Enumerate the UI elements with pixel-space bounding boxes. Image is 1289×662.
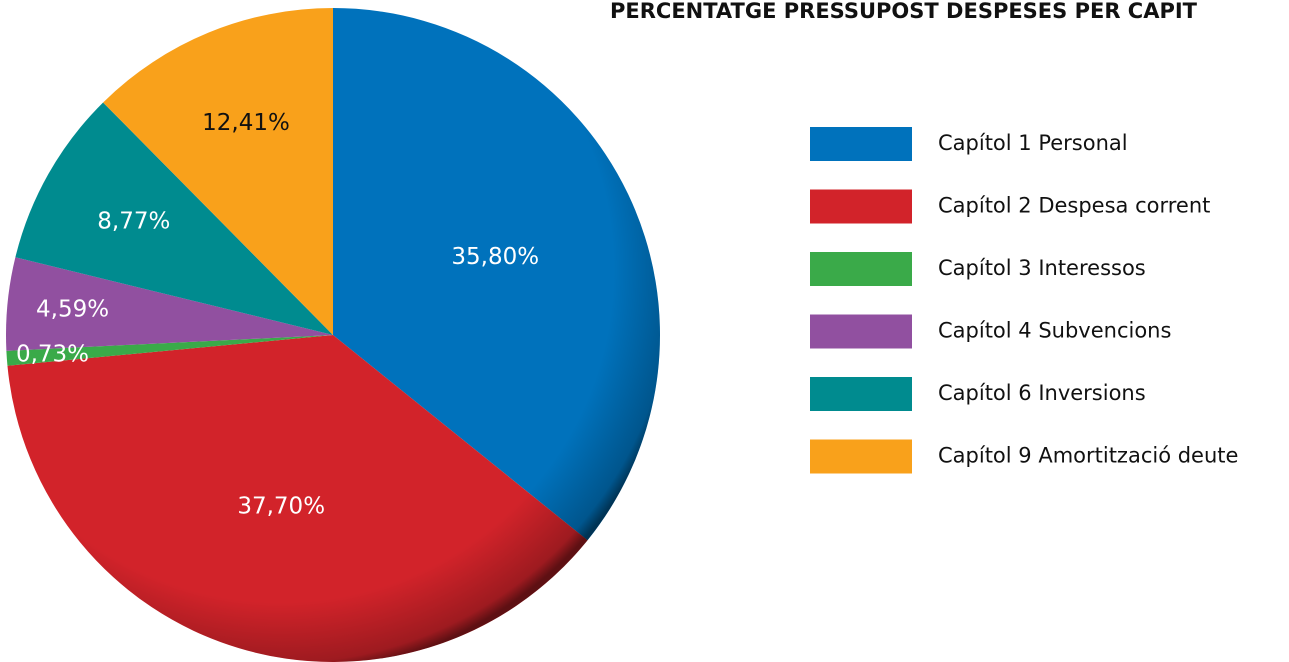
legend-text: Capítol 1 Personal [938, 131, 1128, 155]
legend-swatch [810, 314, 912, 349]
legend-swatch [810, 439, 912, 474]
legend-swatch [810, 189, 912, 224]
value-label: 12,41% [202, 110, 290, 136]
value-label: 35,80% [451, 244, 539, 270]
chart-title: PERCENTATGE PRESSUPOST DESPESES PER CAPI… [610, 0, 1198, 23]
value-label: 4,59% [36, 296, 109, 322]
legend-text: Capítol 4 Subvencions [938, 319, 1171, 343]
value-label: 8,77% [97, 209, 170, 235]
legend-swatch [810, 377, 912, 411]
value-label: 37,70% [237, 494, 325, 520]
legend-swatch [810, 127, 912, 161]
legend-text: Capítol 6 Inversions [938, 381, 1146, 405]
legend-swatch [810, 252, 912, 286]
value-label: 0,73% [16, 342, 89, 368]
legend-text: Capítol 3 Interessos [938, 256, 1146, 280]
legend-text: Capítol 9 Amortització deute [938, 444, 1238, 468]
legend-text: Capítol 2 Despesa corrent [938, 194, 1210, 218]
